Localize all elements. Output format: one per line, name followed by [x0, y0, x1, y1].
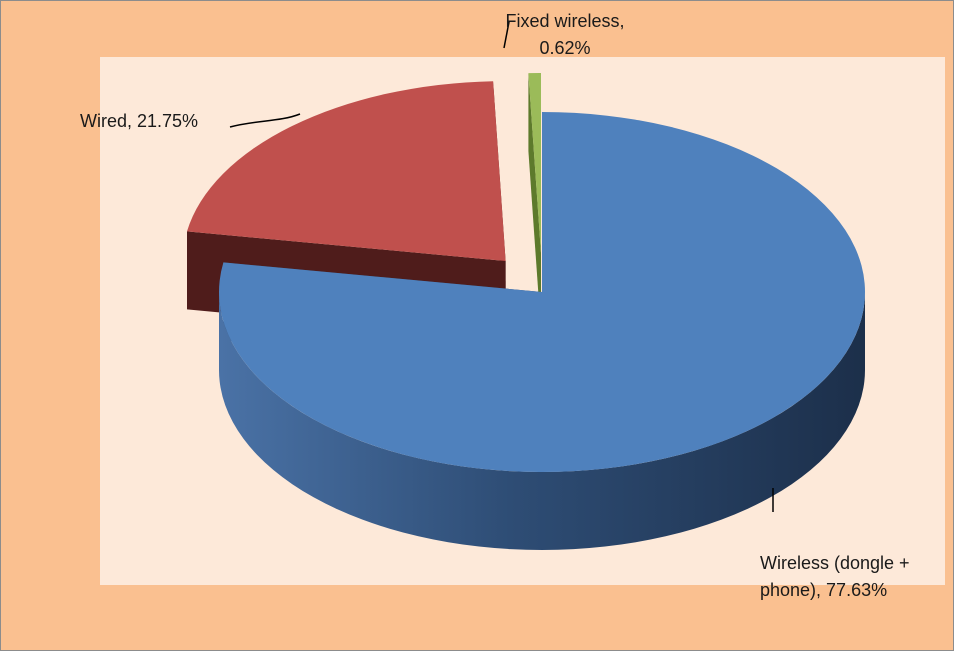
slice-rim: [219, 292, 865, 550]
slice: [219, 111, 866, 472]
data-label: Wired, 21.75%: [80, 111, 199, 131]
leader-line: [503, 21, 510, 49]
slice-side: [528, 73, 541, 332]
data-label: Fixed wireless, 0.62%: [505, 11, 625, 58]
slice: [187, 81, 506, 261]
data-label: Wireless (dongle + phone), 77.63%: [760, 553, 910, 600]
leader-line: [229, 113, 301, 128]
pie: [187, 72, 866, 550]
slice: [528, 72, 541, 253]
